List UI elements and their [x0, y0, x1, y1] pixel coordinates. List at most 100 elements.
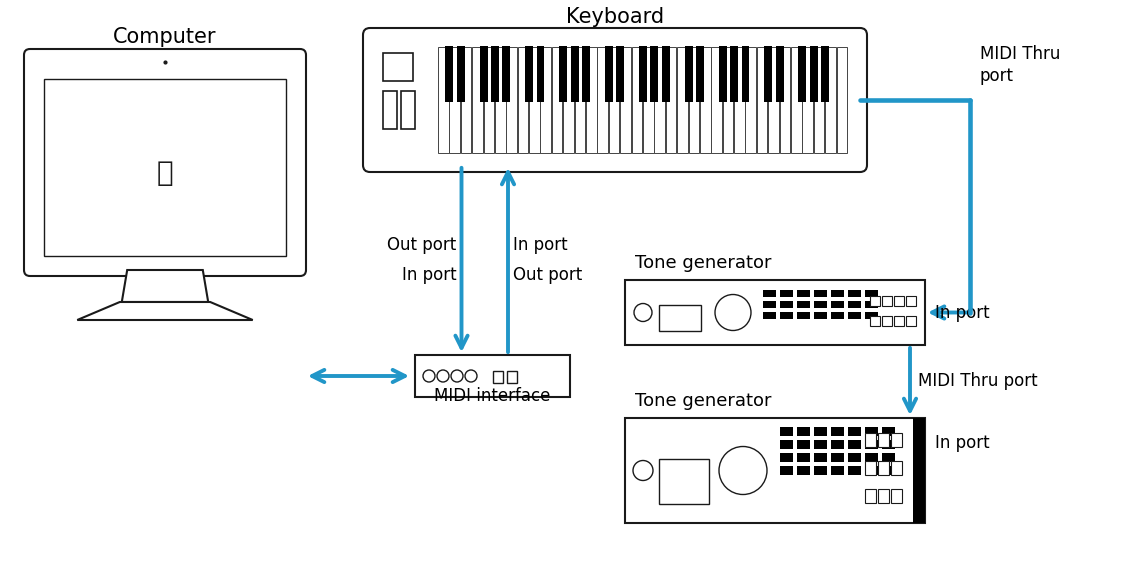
Bar: [848, 453, 861, 462]
Bar: [837, 47, 847, 153]
Circle shape: [423, 370, 435, 382]
Bar: [688, 47, 700, 153]
Text: Out port: Out port: [513, 266, 582, 284]
Bar: [495, 47, 506, 153]
Bar: [472, 47, 482, 153]
Bar: [643, 47, 653, 153]
Bar: [780, 453, 794, 462]
Bar: [780, 466, 794, 475]
Bar: [882, 296, 892, 306]
Bar: [814, 427, 827, 436]
Bar: [491, 46, 499, 102]
Bar: [507, 371, 517, 383]
Bar: [814, 290, 827, 297]
Bar: [894, 296, 904, 306]
Bar: [564, 47, 574, 153]
Text: MIDI interface: MIDI interface: [435, 387, 550, 405]
Bar: [891, 433, 902, 447]
Bar: [483, 47, 495, 153]
Bar: [865, 290, 878, 297]
Bar: [882, 466, 895, 475]
Bar: [780, 312, 794, 319]
Bar: [383, 53, 413, 81]
Bar: [654, 47, 664, 153]
Bar: [586, 47, 597, 153]
Bar: [878, 489, 889, 503]
Bar: [700, 47, 711, 153]
Bar: [503, 46, 511, 102]
Polygon shape: [122, 270, 208, 302]
Bar: [722, 47, 734, 153]
Bar: [651, 46, 659, 102]
Bar: [848, 290, 861, 297]
Bar: [831, 427, 844, 436]
Bar: [696, 46, 704, 102]
Bar: [865, 453, 878, 462]
Bar: [882, 427, 895, 436]
Bar: [803, 47, 813, 153]
Circle shape: [437, 370, 449, 382]
Bar: [616, 46, 624, 102]
Bar: [719, 46, 727, 102]
Bar: [764, 46, 772, 102]
Text: Computer: Computer: [113, 27, 216, 47]
Bar: [882, 453, 895, 462]
Bar: [598, 47, 608, 153]
Text: In port: In port: [935, 303, 989, 321]
Bar: [831, 440, 844, 449]
Bar: [831, 301, 844, 308]
Bar: [517, 47, 529, 153]
Bar: [865, 433, 876, 447]
Bar: [914, 418, 925, 523]
Bar: [711, 47, 722, 153]
Bar: [848, 301, 861, 308]
Bar: [757, 47, 767, 153]
Bar: [780, 427, 794, 436]
Bar: [659, 459, 709, 504]
Text: Tone generator: Tone generator: [635, 392, 772, 410]
Bar: [865, 466, 878, 475]
Text: Tone generator: Tone generator: [635, 254, 772, 272]
Bar: [809, 46, 817, 102]
Text: : : [156, 159, 173, 187]
Bar: [44, 79, 286, 256]
Bar: [571, 46, 578, 102]
Bar: [445, 46, 454, 102]
Circle shape: [633, 461, 653, 481]
Bar: [620, 47, 631, 153]
Bar: [540, 47, 551, 153]
Bar: [494, 371, 503, 383]
FancyBboxPatch shape: [363, 28, 867, 172]
Bar: [506, 47, 517, 153]
Bar: [871, 316, 880, 326]
Bar: [865, 461, 876, 475]
Bar: [797, 427, 811, 436]
Bar: [878, 433, 889, 447]
Bar: [871, 296, 880, 306]
Text: MIDI Thru port: MIDI Thru port: [918, 373, 1038, 391]
Bar: [865, 489, 876, 503]
Bar: [746, 47, 756, 153]
Bar: [775, 46, 783, 102]
Bar: [814, 301, 827, 308]
Bar: [685, 46, 693, 102]
Bar: [525, 46, 533, 102]
Bar: [797, 301, 811, 308]
Bar: [865, 440, 878, 449]
Bar: [780, 47, 790, 153]
Bar: [848, 440, 861, 449]
Text: Out port: Out port: [387, 236, 456, 254]
Bar: [848, 312, 861, 319]
Bar: [763, 301, 777, 308]
Bar: [906, 296, 916, 306]
Bar: [415, 355, 571, 397]
Bar: [831, 453, 844, 462]
Bar: [763, 290, 777, 297]
Bar: [575, 47, 585, 153]
Text: In port: In port: [935, 434, 989, 452]
Bar: [814, 440, 827, 449]
Text: MIDI Thru
port: MIDI Thru port: [980, 45, 1061, 85]
Bar: [891, 461, 902, 475]
Bar: [529, 47, 540, 153]
Bar: [438, 47, 448, 153]
